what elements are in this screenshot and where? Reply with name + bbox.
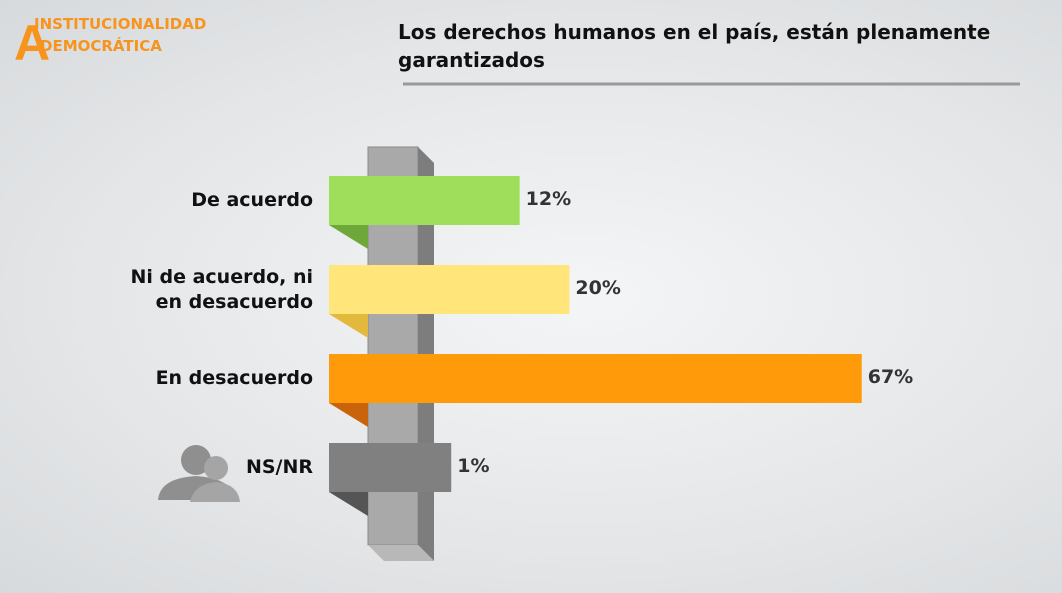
chart-title: Los derechos humanos en el país, están p… [398,20,991,72]
value-label: 67% [867,366,914,388]
logo-line: INSTITUCIONALIDAD [34,15,207,33]
category-label: En desacuerdo [155,367,313,389]
bar-shadow [329,225,368,249]
logo-line: DEMOCRÁTICA [40,37,162,55]
bar [329,176,520,225]
bar-shadow [329,492,368,516]
category-label: NS/NR [245,456,313,478]
category-label: De acuerdo [191,189,313,211]
bar [329,443,452,492]
value-label: 12% [525,188,572,210]
unsure-icon [158,445,240,502]
category-label: Ni de acuerdo, ni en desacuerdo [130,265,313,313]
bar-shadow [329,314,368,338]
bar [329,265,570,314]
logo-mark: A [14,15,50,71]
bar-shadow [329,403,368,427]
value-label: 20% [575,277,621,299]
bars [329,176,862,516]
value-label: 1% [457,455,490,477]
bar [329,354,862,403]
